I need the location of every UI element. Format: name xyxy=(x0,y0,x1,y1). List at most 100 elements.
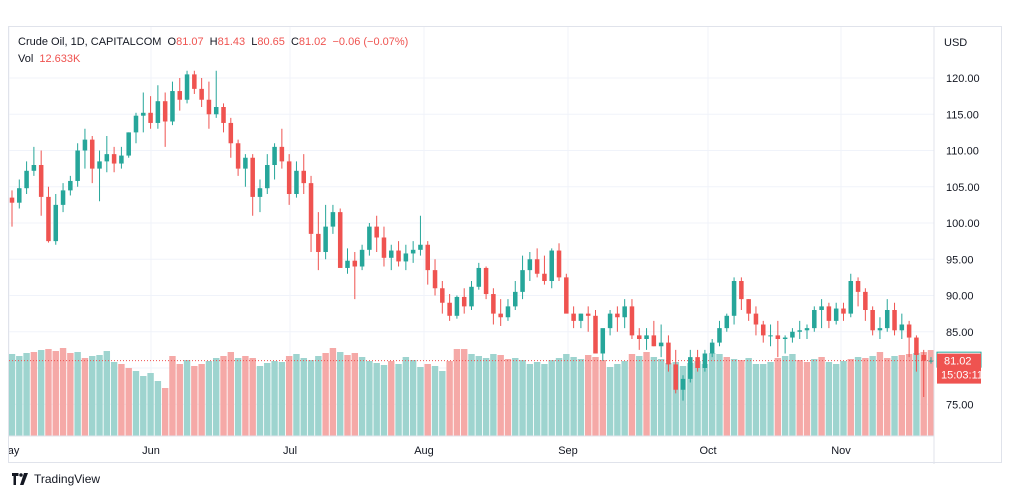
volume-bar xyxy=(803,362,811,436)
candle-body xyxy=(768,335,773,337)
candle-body xyxy=(17,188,22,203)
candle-body xyxy=(184,74,190,100)
candle-body xyxy=(257,188,263,197)
candle xyxy=(213,70,219,118)
candle xyxy=(914,335,919,372)
chart-frame[interactable]: USD 120.00 115.00 110.00 105.00 100.00 95.00 90… xyxy=(8,26,1003,464)
volume-bar xyxy=(497,355,504,436)
volume-bar xyxy=(905,354,913,436)
volume-bar xyxy=(460,349,468,436)
candle-body xyxy=(739,281,744,300)
candle xyxy=(607,310,613,336)
candle xyxy=(636,328,642,350)
volume-series xyxy=(9,348,935,436)
candle-body xyxy=(914,337,919,355)
candle xyxy=(615,306,620,332)
volume-bar xyxy=(584,355,592,436)
candle xyxy=(629,299,635,339)
candle xyxy=(316,212,321,271)
candle xyxy=(585,306,591,332)
candle xyxy=(709,339,715,358)
candle-body xyxy=(359,249,365,267)
volume-bar xyxy=(271,361,278,436)
volume-bar xyxy=(862,358,869,436)
volume-bar xyxy=(81,358,89,436)
price-tick-label: 105.00 xyxy=(946,182,980,194)
volume-bar xyxy=(169,356,176,436)
candle xyxy=(235,139,241,176)
volume-bar xyxy=(854,357,862,436)
volume-bar xyxy=(373,363,380,436)
candle-body xyxy=(272,146,277,165)
candle xyxy=(564,273,569,314)
candle xyxy=(454,295,460,319)
candle-body xyxy=(673,364,678,390)
candle xyxy=(498,299,503,326)
candle xyxy=(177,78,183,111)
tradingview-brand[interactable]: TradingView xyxy=(12,472,100,486)
candle xyxy=(17,179,22,209)
volume-bar xyxy=(439,371,446,436)
candle xyxy=(345,248,350,274)
tradingview-logo-icon xyxy=(12,473,28,485)
candle-body xyxy=(491,294,496,314)
volume-bar xyxy=(708,353,716,436)
candle-body xyxy=(199,88,204,100)
candle xyxy=(739,277,744,310)
volume-bar xyxy=(249,358,256,436)
candle-body xyxy=(498,313,503,318)
candle xyxy=(133,112,139,144)
volume-bar xyxy=(614,364,621,436)
candle-body xyxy=(469,286,474,307)
candle xyxy=(746,299,751,321)
candle-body xyxy=(89,139,95,169)
candle-body xyxy=(279,146,285,162)
candle-body xyxy=(396,250,401,262)
volume-bar xyxy=(103,351,111,436)
candle-body xyxy=(294,170,299,194)
volume-bar xyxy=(37,350,45,436)
candle-body xyxy=(82,139,88,151)
candle-body xyxy=(301,170,307,184)
price-tick-label: 120.00 xyxy=(946,73,980,85)
candle xyxy=(819,299,824,329)
candle-body xyxy=(819,306,824,310)
candle xyxy=(527,252,533,281)
volume-bar xyxy=(30,352,38,436)
volume-bar xyxy=(891,356,898,436)
candle xyxy=(724,313,730,332)
price-tick-label: 110.00 xyxy=(946,146,979,158)
legend-open-label: O xyxy=(167,36,177,48)
volume-bar xyxy=(45,349,52,436)
volume-bar xyxy=(402,357,410,436)
volume-bar xyxy=(774,358,782,436)
candle xyxy=(753,306,759,336)
volume-bar xyxy=(730,359,738,436)
candle xyxy=(775,320,781,358)
volume-bar xyxy=(884,358,891,436)
volume-bar xyxy=(548,360,555,436)
candle-body xyxy=(564,277,569,314)
volume-bar xyxy=(577,359,585,436)
candle-body xyxy=(24,170,29,189)
candle-body xyxy=(440,288,445,303)
candle xyxy=(812,306,817,332)
candle-body xyxy=(104,154,110,162)
candle xyxy=(870,306,875,336)
candle-body xyxy=(680,378,686,390)
candle xyxy=(702,349,708,372)
candle xyxy=(673,349,678,394)
volume-bar xyxy=(840,361,847,436)
candle-body xyxy=(308,183,314,234)
candle xyxy=(921,349,926,397)
legend-symbol: Crude Oil, 1D, CAPITALCOM xyxy=(18,36,162,48)
candle xyxy=(60,183,66,213)
candle xyxy=(104,136,110,173)
candle-body xyxy=(863,291,868,310)
candle xyxy=(68,175,73,196)
candle xyxy=(323,204,328,260)
volume-bar xyxy=(264,363,271,436)
chart-canvas[interactable]: USD 120.00 115.00 110.00 105.00 100.00 95.00 90… xyxy=(9,27,1003,464)
volume-bar xyxy=(89,356,96,436)
volume-bar xyxy=(322,353,329,436)
